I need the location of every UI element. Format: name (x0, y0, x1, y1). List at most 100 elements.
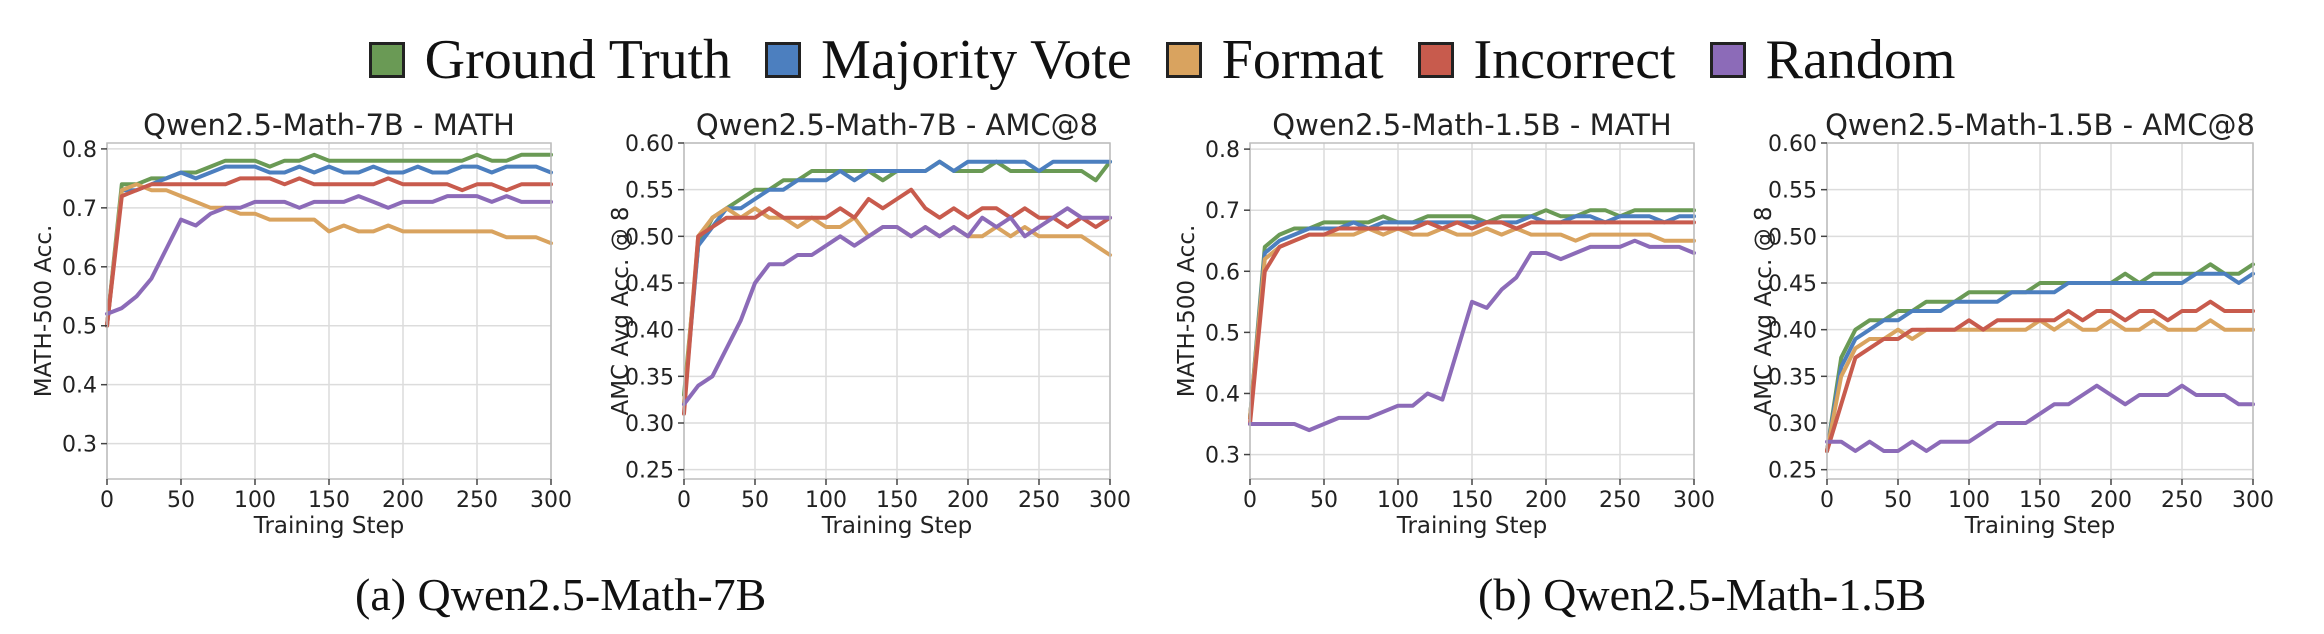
y-tick-label: 0.40 (1768, 319, 1817, 344)
legend-item-incorrect: Incorrect (1417, 28, 1676, 92)
x-tick-label: 250 (2161, 488, 2203, 513)
y-axis-label: AMC Avg Acc. @ 8 (1751, 206, 1777, 415)
chart-panel-1: 0 50 100 150 200 250 300 0.3 0.4 0.5 0.6 0.7 0.8 Qwen… (31, 108, 572, 539)
panel-title: Qwen2.5-Math-1.5B - MATH (1272, 108, 1671, 142)
legend-item-format: Format (1165, 28, 1384, 92)
panel-title: Qwen2.5-Math-7B - MATH (143, 108, 515, 142)
series-line-random (1248, 238, 1696, 433)
series-line-incorrect (1825, 299, 2255, 453)
x-tick-label: 200 (947, 488, 989, 513)
caption-b: (b) Qwen2.5-Math-1.5B (1478, 569, 1927, 620)
legend-swatch-format (1165, 42, 1202, 78)
chart-panel-4: 0 50 100 150 200 250 300 0.25 0.30 0.35 0.40 0.45 0.… (1751, 108, 2274, 539)
y-tick-label: 0.30 (625, 412, 674, 437)
series-line-ground-truth (1825, 262, 2255, 453)
legend-swatch-ground-truth (368, 42, 405, 78)
series-line-random (105, 194, 553, 316)
x-tick-label: 200 (382, 488, 424, 513)
series-line-incorrect (105, 176, 553, 328)
y-tick-label: 0.45 (625, 272, 674, 297)
caption-a: (a) Qwen2.5-Math-7B (355, 569, 767, 620)
series-line-incorrect (1248, 220, 1696, 426)
x-tick-label: 300 (1673, 488, 1715, 513)
y-tick-label: 0.30 (1768, 412, 1817, 437)
series-line-majority-vote (105, 164, 553, 328)
x-tick-label: 0 (1820, 488, 1834, 513)
series-line-majority-vote (1248, 214, 1696, 420)
legend-item-random: Random (1709, 28, 1956, 92)
legend-label-incorrect: Incorrect (1473, 29, 1676, 91)
y-tick-label: 0.8 (1205, 138, 1240, 163)
y-tick-label: 0.25 (625, 459, 674, 484)
x-axis-label: Training Step (1964, 513, 2115, 539)
panel-title: Qwen2.5-Math-7B - AMC@8 (696, 108, 1098, 142)
legend: Ground Truth Majority Vote Format Incorr… (0, 28, 2324, 92)
y-axis-label: MATH-500 Acc. (31, 225, 57, 398)
x-tick-label: 200 (2090, 488, 2132, 513)
x-tick-label: 300 (2232, 488, 2274, 513)
chart-panel-3: 0 50 100 150 200 250 300 0.3 0.4 0.5 0.6 0.7 0.8 Qwen… (1174, 108, 1715, 539)
legend-item-ground-truth: Ground Truth (368, 28, 732, 92)
legend-swatch-majority-vote (765, 42, 802, 78)
x-tick-label: 300 (530, 488, 572, 513)
y-tick-label: 0.25 (1768, 459, 1817, 484)
x-tick-label: 50 (741, 488, 769, 513)
x-tick-label: 50 (1884, 488, 1912, 513)
y-tick-label: 0.55 (625, 179, 674, 204)
x-tick-label: 50 (1310, 488, 1338, 513)
y-tick-label: 0.55 (1768, 179, 1817, 204)
x-tick-label: 150 (2019, 488, 2061, 513)
x-tick-label: 100 (1948, 488, 1990, 513)
x-tick-label: 0 (1243, 488, 1257, 513)
y-tick-label: 0.40 (625, 319, 674, 344)
y-tick-label: 0.35 (625, 365, 674, 390)
x-axis-label: Training Step (1396, 513, 1547, 539)
panel-title: Qwen2.5-Math-1.5B - AMC@8 (1825, 108, 2255, 142)
y-tick-label: 0.7 (62, 197, 97, 222)
series-line-incorrect (682, 187, 1112, 416)
y-tick-label: 0.5 (62, 315, 97, 340)
x-axis-label: Training Step (253, 513, 404, 539)
x-tick-label: 50 (167, 488, 195, 513)
x-tick-label: 150 (876, 488, 918, 513)
y-axis-label: MATH-500 Acc. (1174, 225, 1200, 398)
legend-item-majority-vote: Majority Vote (765, 28, 1132, 92)
y-tick-label: 0.45 (1768, 272, 1817, 297)
x-tick-label: 100 (234, 488, 276, 513)
series-line-majority-vote (682, 159, 1112, 407)
x-axis-label: Training Step (821, 513, 972, 539)
legend-label-majority-vote: Majority Vote (821, 29, 1132, 91)
x-tick-label: 250 (1599, 488, 1641, 513)
y-tick-label: 0.6 (62, 256, 97, 281)
y-tick-label: 0.3 (1205, 444, 1240, 469)
series-line-random (682, 206, 1112, 407)
x-tick-label: 250 (1018, 488, 1060, 513)
y-tick-label: 0.6 (1205, 260, 1240, 285)
series-line-majority-vote (1825, 271, 2255, 453)
x-tick-label: 200 (1525, 488, 1567, 513)
y-tick-label: 0.50 (625, 225, 674, 250)
y-tick-label: 0.3 (62, 433, 97, 458)
y-tick-label: 0.7 (1205, 199, 1240, 224)
x-tick-label: 150 (308, 488, 350, 513)
y-tick-label: 0.4 (1205, 382, 1240, 407)
y-axis-label: AMC Avg Acc. @ 8 (608, 206, 634, 415)
x-tick-label: 300 (1089, 488, 1131, 513)
y-tick-label: 0.60 (625, 132, 674, 157)
legend-label-format: Format (1221, 29, 1384, 91)
series-line-format (105, 182, 553, 328)
legend-label-random: Random (1765, 29, 1956, 91)
y-tick-label: 0.4 (62, 374, 97, 399)
x-tick-label: 0 (677, 488, 691, 513)
series-line-random (1825, 383, 2255, 453)
legend-label-ground-truth: Ground Truth (424, 29, 732, 91)
chart-panel-2: 0 50 100 150 200 250 300 0.25 0.30 0.35 0.40 0.45 0.… (608, 108, 1131, 539)
y-tick-label: 0.8 (62, 138, 97, 163)
x-tick-label: 0 (100, 488, 114, 513)
legend-swatch-random (1709, 42, 1746, 78)
x-tick-label: 100 (805, 488, 847, 513)
y-tick-label: 0.5 (1205, 321, 1240, 346)
y-tick-label: 0.35 (1768, 365, 1817, 390)
y-tick-label: 0.50 (1768, 225, 1817, 250)
